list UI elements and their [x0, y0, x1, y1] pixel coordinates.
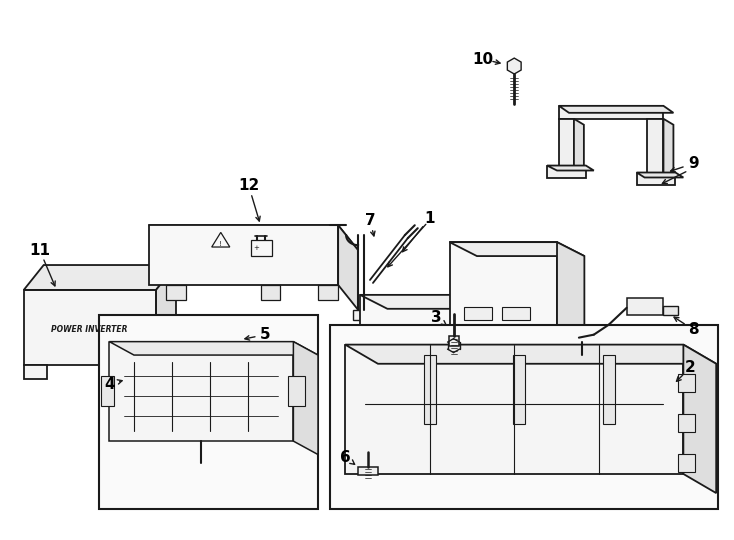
- Polygon shape: [294, 342, 318, 455]
- Circle shape: [473, 245, 484, 255]
- Text: 9: 9: [688, 156, 699, 171]
- Circle shape: [418, 297, 429, 307]
- Polygon shape: [23, 265, 176, 290]
- Polygon shape: [131, 364, 156, 380]
- Text: 7: 7: [365, 213, 375, 228]
- Polygon shape: [330, 325, 718, 509]
- Text: 5: 5: [261, 327, 271, 342]
- Polygon shape: [647, 119, 664, 172]
- Text: 12: 12: [238, 178, 259, 193]
- Polygon shape: [149, 225, 338, 285]
- Polygon shape: [345, 345, 683, 474]
- Polygon shape: [375, 360, 403, 374]
- Polygon shape: [338, 225, 358, 310]
- Polygon shape: [23, 290, 156, 364]
- Polygon shape: [465, 307, 493, 320]
- Polygon shape: [424, 355, 436, 424]
- Polygon shape: [502, 307, 530, 320]
- Polygon shape: [678, 454, 695, 472]
- Polygon shape: [627, 298, 664, 315]
- Polygon shape: [149, 225, 358, 250]
- Text: +: +: [254, 245, 260, 251]
- Polygon shape: [507, 58, 521, 74]
- Text: !: !: [219, 241, 222, 247]
- Polygon shape: [468, 295, 495, 418]
- Polygon shape: [449, 242, 584, 256]
- Polygon shape: [413, 360, 440, 374]
- Circle shape: [508, 245, 518, 255]
- Polygon shape: [547, 166, 594, 171]
- Polygon shape: [101, 376, 115, 406]
- Circle shape: [384, 297, 394, 307]
- Polygon shape: [559, 106, 673, 113]
- Polygon shape: [156, 265, 176, 364]
- Polygon shape: [636, 172, 675, 185]
- Polygon shape: [109, 342, 294, 441]
- Polygon shape: [683, 345, 716, 493]
- Polygon shape: [319, 285, 338, 300]
- Text: 1: 1: [424, 211, 435, 226]
- Circle shape: [224, 338, 228, 342]
- Polygon shape: [664, 119, 673, 179]
- Polygon shape: [547, 166, 586, 179]
- Polygon shape: [678, 374, 695, 393]
- Polygon shape: [23, 364, 47, 380]
- Polygon shape: [166, 285, 186, 300]
- Polygon shape: [559, 106, 664, 119]
- Polygon shape: [449, 242, 557, 352]
- Polygon shape: [636, 172, 683, 178]
- Text: 8: 8: [688, 322, 699, 337]
- Polygon shape: [664, 306, 678, 315]
- Polygon shape: [360, 295, 495, 309]
- Polygon shape: [99, 315, 319, 509]
- Text: 6: 6: [340, 449, 351, 464]
- Polygon shape: [358, 467, 378, 475]
- Polygon shape: [448, 336, 459, 346]
- Text: POWER INVERTER: POWER INVERTER: [51, 325, 128, 334]
- Polygon shape: [261, 285, 280, 300]
- Polygon shape: [576, 355, 589, 365]
- Circle shape: [354, 473, 382, 501]
- Polygon shape: [678, 414, 695, 432]
- Polygon shape: [557, 242, 584, 366]
- Text: 4: 4: [104, 377, 115, 392]
- Polygon shape: [345, 345, 716, 364]
- Polygon shape: [109, 342, 318, 355]
- Polygon shape: [288, 376, 305, 406]
- Polygon shape: [574, 330, 591, 342]
- Circle shape: [214, 328, 238, 352]
- Circle shape: [195, 457, 207, 469]
- Text: 2: 2: [685, 360, 696, 375]
- Polygon shape: [574, 119, 584, 171]
- Polygon shape: [353, 310, 369, 320]
- Polygon shape: [559, 119, 574, 166]
- Text: 10: 10: [472, 52, 493, 66]
- Polygon shape: [603, 355, 614, 424]
- Text: 3: 3: [432, 310, 442, 325]
- Polygon shape: [513, 355, 526, 424]
- Polygon shape: [360, 295, 468, 404]
- Text: 11: 11: [29, 242, 50, 258]
